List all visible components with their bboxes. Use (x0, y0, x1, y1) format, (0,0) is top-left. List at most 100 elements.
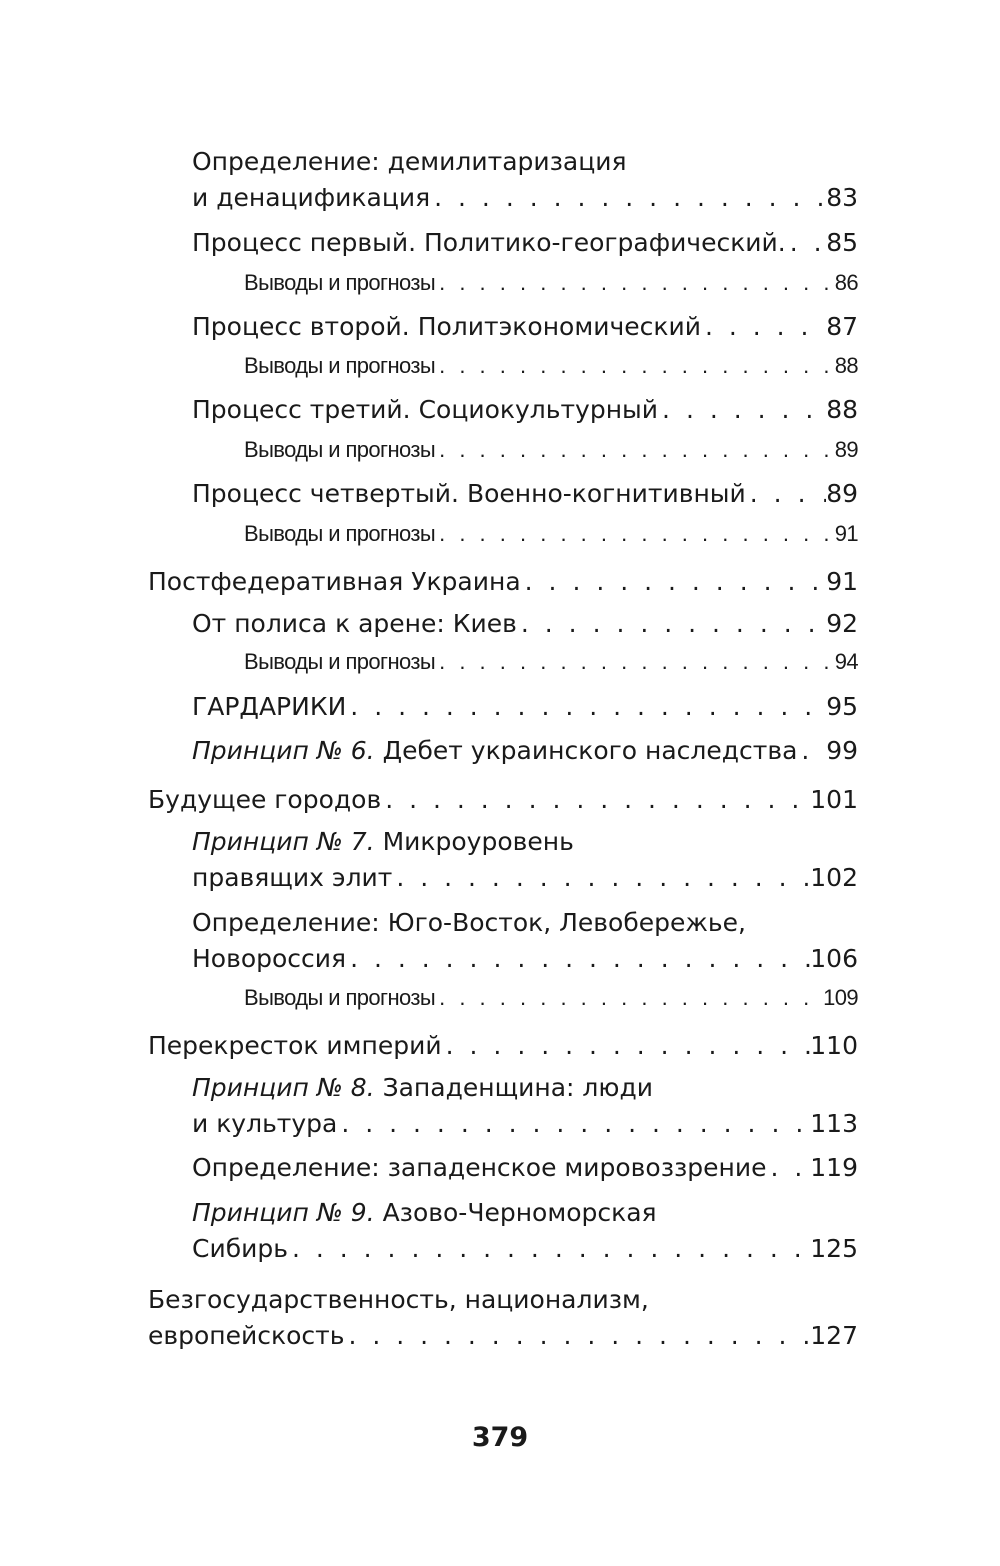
principle-label: Принцип № 9. (192, 1198, 375, 1227)
toc-entry-title: Безгосударственность, национализм, (148, 1282, 649, 1318)
toc-entry-title: и денацификация (192, 180, 430, 216)
toc-entry-text: Микроуровень (374, 827, 574, 856)
toc-entry-title: Определение: Юго-Восток, Левобережье, (192, 905, 746, 941)
toc-entry-page: 94 (834, 649, 859, 674)
toc-entry-text: От полиса к арене: Киев (192, 609, 517, 638)
toc-entry[interactable]: Будущее городов. . . . . . . . . . . . .… (148, 782, 858, 818)
toc-entry-text: Выводы и прогнозы (244, 649, 436, 674)
toc-entry-text: Определение: западенское мировоззрение (192, 1153, 767, 1182)
toc-entry[interactable]: Определение: Юго-Восток, Левобережье, Нов… (192, 905, 858, 977)
toc-entry-text: Дебет украинского наследства (374, 736, 798, 765)
toc-entry-page: 109 (823, 985, 859, 1010)
toc-entry-title: Процесс первый. Политико-географический. (192, 225, 786, 261)
toc-entry[interactable]: Выводы и прогнозы. . . . . . . . . . . .… (244, 265, 859, 301)
toc-entry[interactable]: Определение: демилитаризация и денацифика… (192, 144, 858, 216)
toc-entry[interactable]: Выводы и прогнозы. . . . . . . . . . . .… (244, 516, 859, 552)
dot-leader: . . . . . . . . . . . . . . . . . . . . … (439, 985, 823, 1010)
toc-entry-text: Процесс второй. Политэкономический (192, 312, 701, 341)
dot-leader: . . . . . . . . . . . . . . . . . . . . … (439, 437, 835, 462)
toc-entry[interactable]: Перекресток империй. . . . . . . . . . .… (148, 1028, 858, 1064)
dot-leader: . . . . . . . . . . . . . . . . . . . . … (662, 395, 826, 424)
toc-entry-title: Выводы и прогнозы (244, 980, 436, 1016)
toc-entry-page: 85 (826, 228, 858, 257)
toc-entry-title: От полиса к арене: Киев (192, 606, 517, 642)
toc-entry-text: Определение: демилитаризация (192, 147, 627, 176)
toc-entry-title: Принцип № 6. Дебет украинского наследств… (192, 733, 797, 769)
toc-entry-page: 102 (810, 863, 858, 892)
toc-entry[interactable]: Выводы и прогнозы. . . . . . . . . . . .… (244, 644, 859, 680)
toc-entry-title: Выводы и прогнозы (244, 265, 436, 301)
toc-entry-page: 89 (834, 437, 859, 462)
toc-entry-title: Новороссия (192, 941, 346, 977)
toc-entry-title: Процесс третий. Социокультурный (192, 392, 658, 428)
toc-entry-title: Процесс второй. Политэкономический (192, 309, 701, 345)
toc-entry[interactable]: Выводы и прогнозы. . . . . . . . . . . .… (244, 432, 859, 468)
toc-entry-page: 91 (826, 567, 858, 596)
dot-leader: . . . . . . . . . . . . . . . . . . . . … (350, 944, 810, 973)
principle-label: Принцип № 7. (192, 827, 375, 856)
dot-leader: . . . . . . . . . . . . . . . . . . . . … (439, 521, 835, 546)
toc-entry[interactable]: Принцип № 8. Западенщина: люди и культура… (192, 1070, 858, 1142)
toc-entry-title: Определение: западенское мировоззрение (192, 1150, 767, 1186)
toc-entry-text: Безгосударственность, национализм, (148, 1285, 649, 1314)
toc-entry-text: Сибирь (192, 1234, 288, 1263)
toc-entry-text: и культура (192, 1109, 338, 1138)
toc-entry-page: 125 (810, 1234, 858, 1263)
principle-label: Принцип № 6. (192, 736, 375, 765)
toc-entry-page: 110 (810, 1031, 858, 1060)
toc-entry-text: ГАРДАРИКИ (192, 692, 347, 721)
toc-entry-title: Выводы и прогнозы (244, 516, 436, 552)
toc-entry[interactable]: Процесс первый. Политико-географический.… (192, 225, 858, 261)
dot-leader: . . . . . . . . . . . . . . . . . . . . … (801, 736, 826, 765)
toc-entry-title: Сибирь (192, 1231, 288, 1267)
toc-entry-text: Определение: Юго-Восток, Левобережье, (192, 908, 746, 937)
toc-entry-text: Выводы и прогнозы (244, 521, 436, 546)
toc-entry-text: Выводы и прогнозы (244, 270, 436, 295)
toc-entry-text: Процесс четвертый. Военно-когнитивный (192, 479, 746, 508)
toc-entry-text: Западенщина: люди (374, 1073, 653, 1102)
toc-entry-page: 113 (810, 1109, 858, 1138)
toc-entry-page: 101 (810, 785, 858, 814)
toc-entry[interactable]: Постфедеративная Украина. . . . . . . . … (148, 564, 858, 600)
toc-entry-title: и культура (192, 1106, 337, 1142)
toc-entry[interactable]: Принцип № 9. Азово-Черноморская Сибирь. .… (192, 1195, 858, 1267)
dot-leader: . . . . . . . . . . . . . . . . . . . . … (439, 353, 835, 378)
toc-entry-page: 86 (834, 270, 859, 295)
toc-entry[interactable]: Процесс второй. Политэкономический. . . … (192, 309, 858, 345)
toc-entry[interactable]: Безгосударственность, национализм, европе… (148, 1282, 858, 1354)
toc-entry-text: Процесс первый. Политико-географический. (192, 228, 786, 257)
toc-entry[interactable]: Определение: западенское мировоззрение. … (192, 1150, 858, 1186)
toc-entry-text: Выводы и прогнозы (244, 353, 436, 378)
dot-leader: . . . . . . . . . . . . . . . . . . . . … (348, 1321, 810, 1350)
toc-entry-title: европейскость (148, 1318, 344, 1354)
toc-entry-title: Будущее городов (148, 782, 381, 818)
toc-entry[interactable]: Выводы и прогнозы. . . . . . . . . . . .… (244, 980, 859, 1016)
toc-entry-text: правящих элит (192, 863, 393, 892)
toc-entry[interactable]: От полиса к арене: Киев. . . . . . . . .… (192, 606, 858, 642)
toc-entry-text: Азово-Черноморская (374, 1198, 657, 1227)
toc-entry-text: Постфедеративная Украина (148, 567, 521, 596)
dot-leader: . . . . . . . . . . . . . . . . . . . . … (749, 479, 826, 508)
toc-entry[interactable]: Процесс четвертый. Военно-когнитивный. .… (192, 476, 858, 512)
toc-entry-page: 95 (826, 692, 858, 721)
toc-entry[interactable]: Принцип № 7. Микроуровень правящих элит. … (192, 824, 858, 896)
toc-entry-title: ГАРДАРИКИ (192, 689, 346, 725)
toc-entry-page: 83 (826, 183, 858, 212)
toc-entry-text: Выводы и прогнозы (244, 437, 436, 462)
toc-entry-page: 127 (810, 1321, 858, 1350)
toc-entry-page: 88 (834, 353, 859, 378)
toc-entry-title: Выводы и прогнозы (244, 644, 436, 680)
toc-entry-text: Будущее городов (148, 785, 382, 814)
dot-leader: . . . . . . . . . . . . . . . . . . . . … (439, 649, 835, 674)
toc-entry[interactable]: Процесс третий. Социокультурный. . . . .… (192, 392, 858, 428)
toc-entry-title: Определение: демилитаризация (192, 144, 627, 180)
toc-entry-page: 92 (826, 609, 858, 638)
toc-entry[interactable]: Выводы и прогнозы. . . . . . . . . . . .… (244, 348, 859, 384)
principle-label: Принцип № 8. (192, 1073, 375, 1102)
toc-entry-title: Постфедеративная Украина (148, 564, 521, 600)
toc-entry[interactable]: Принцип № 6. Дебет украинского наследств… (192, 733, 858, 769)
toc-entry[interactable]: ГАРДАРИКИ. . . . . . . . . . . . . . . .… (192, 689, 858, 725)
toc-entry-title: правящих элит (192, 860, 392, 896)
toc-entry-text: Новороссия (192, 944, 347, 973)
toc-entry-text: Процесс третий. Социокультурный (192, 395, 659, 424)
